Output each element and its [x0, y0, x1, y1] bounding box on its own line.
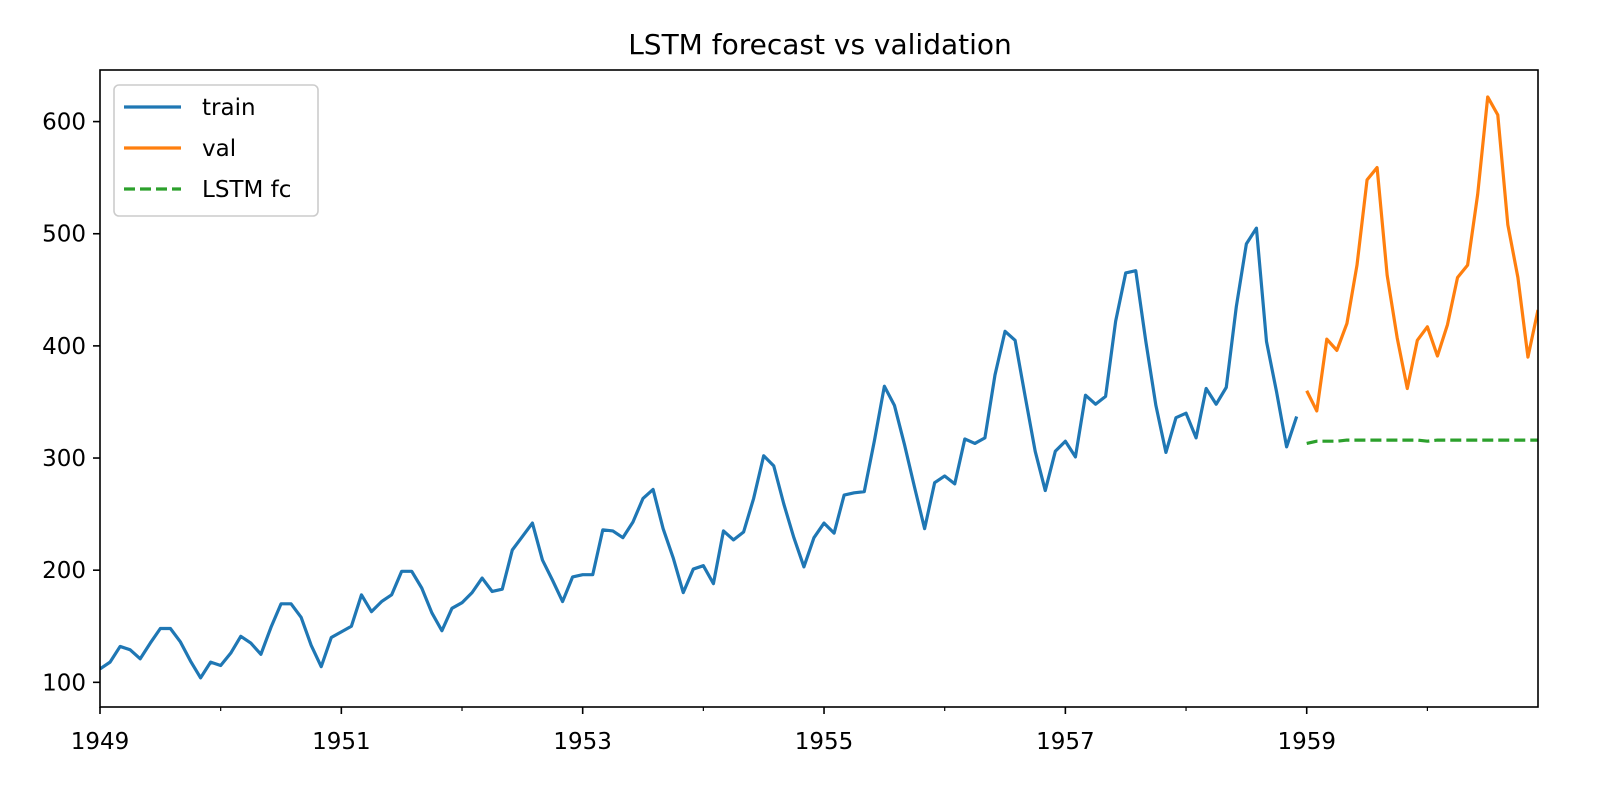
series-line-train — [100, 226, 1299, 680]
y-axis: 100 200 300 400 500 600 — [42, 110, 100, 696]
x-tick-label: 1953 — [553, 729, 612, 755]
legend-label: val — [202, 136, 236, 162]
y-tick-label: 300 — [42, 446, 86, 472]
legend-box — [113, 84, 319, 217]
series-line-val — [1305, 95, 1538, 413]
y-tick-label: 600 — [42, 110, 86, 136]
y-tick-label: 200 — [42, 558, 86, 584]
x-tick-label: 1955 — [795, 729, 854, 755]
plot-frame — [99, 69, 1539, 708]
y-tick-label: 500 — [42, 222, 86, 248]
legend: train val LSTM fc — [113, 84, 319, 217]
series-line-lstm-fc — [1306, 438, 1538, 446]
y-tick-label: 100 — [42, 670, 86, 696]
x-tick-label: 1957 — [1036, 729, 1095, 755]
series-layer — [100, 95, 1538, 680]
x-axis: 1949 1951 1953 1955 1957 1959 — [71, 707, 1428, 755]
legend-label: LSTM fc — [202, 177, 291, 203]
x-tick-label: 1959 — [1277, 729, 1336, 755]
chart-title: LSTM forecast vs validation — [628, 28, 1012, 61]
x-tick-label: 1949 — [71, 729, 130, 755]
x-tick-label: 1951 — [312, 729, 371, 755]
y-tick-label: 400 — [42, 334, 86, 360]
legend-label: train — [202, 95, 256, 121]
